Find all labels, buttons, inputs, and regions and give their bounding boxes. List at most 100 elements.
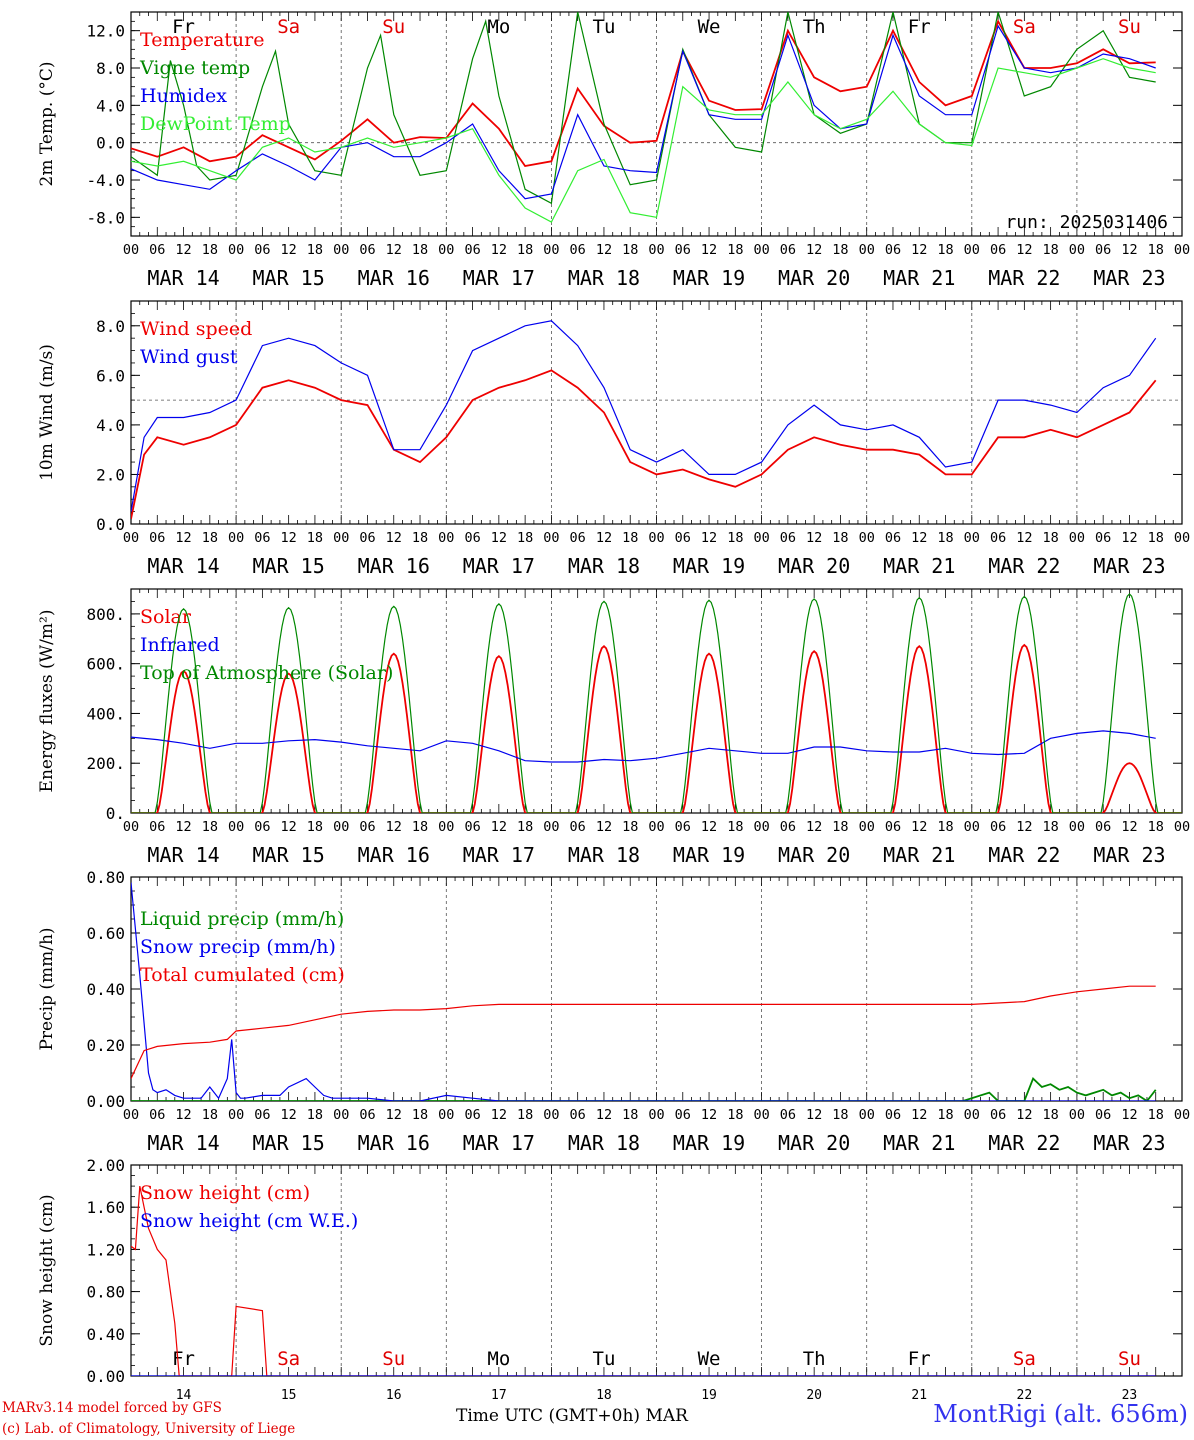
hour-tick-label: 18	[1148, 819, 1164, 835]
hour-tick-label: 06	[570, 242, 586, 258]
legend-entry: Temperature	[140, 29, 264, 51]
weekday-label: Tu	[593, 1348, 616, 1370]
date-label: MAR 17	[463, 266, 535, 290]
hour-tick-label: 00	[123, 530, 139, 546]
hour-tick-label: 06	[149, 242, 165, 258]
y-tick-label: 0.60	[86, 924, 125, 943]
hour-tick-label: 18	[622, 242, 638, 258]
y-tick-label: 0.00	[86, 1092, 125, 1111]
hour-tick-label: 12	[281, 242, 297, 258]
y-axis-label: 2m Temp. (°C)	[37, 61, 57, 186]
hour-tick-label: 18	[622, 819, 638, 835]
legend-entry: Snow precip (mm/h)	[140, 936, 336, 958]
hour-tick-label: 00	[228, 242, 244, 258]
weekday-label: Sa	[277, 16, 300, 38]
hour-tick-label: 00	[333, 819, 349, 835]
legend-entry: Wind gust	[140, 346, 238, 368]
series-line-temperature	[131, 19, 1156, 167]
date-number-label: 14	[176, 1388, 192, 1403]
y-tick-label: 800.	[86, 605, 125, 624]
hour-tick-label: 18	[412, 242, 428, 258]
hour-tick-label: 00	[859, 530, 875, 546]
hour-tick-label: 00	[1174, 1107, 1190, 1123]
hour-tick-label: 06	[464, 242, 480, 258]
hour-tick-label: 00	[859, 819, 875, 835]
hour-tick-label: 18	[307, 819, 323, 835]
hour-tick-label: 18	[832, 1107, 848, 1123]
date-label: MAR 16	[358, 843, 430, 867]
hour-tick-label: 00	[123, 1107, 139, 1123]
hour-tick-label: 18	[622, 1107, 638, 1123]
hour-tick-label: 06	[780, 530, 796, 546]
date-label: MAR 21	[883, 554, 955, 578]
hour-tick-label: 00	[123, 242, 139, 258]
hour-tick-label: 12	[281, 1107, 297, 1123]
hour-tick-label: 06	[149, 1107, 165, 1123]
hour-tick-label: 12	[1016, 242, 1032, 258]
date-label: MAR 15	[253, 1131, 325, 1155]
hour-tick-label: 18	[1042, 819, 1058, 835]
hour-tick-label: 12	[701, 530, 717, 546]
hour-tick-label: 12	[806, 242, 822, 258]
hour-tick-label: 00	[228, 1107, 244, 1123]
hour-tick-label: 00	[859, 242, 875, 258]
hour-tick-label: 12	[175, 530, 191, 546]
legend-entry: Humidex	[140, 85, 227, 107]
hour-tick-label: 12	[596, 530, 612, 546]
hour-tick-label: 12	[1121, 1107, 1137, 1123]
hour-tick-label: 06	[359, 242, 375, 258]
weekday-label: Su	[382, 1348, 405, 1370]
weekday-label: Mo	[487, 1348, 510, 1370]
date-label: MAR 20	[778, 554, 850, 578]
hour-tick-label: 00	[964, 1107, 980, 1123]
weekday-label: Su	[1118, 16, 1141, 38]
hour-tick-label: 12	[911, 242, 927, 258]
hour-tick-label: 18	[727, 1107, 743, 1123]
y-tick-label: 0.80	[86, 1283, 125, 1302]
series-line-dewpoint-temp	[131, 58, 1156, 223]
hour-tick-label: 18	[832, 530, 848, 546]
hour-tick-label: 12	[1121, 242, 1137, 258]
hour-tick-label: 12	[701, 819, 717, 835]
y-tick-label: 0.40	[86, 1325, 125, 1344]
hour-tick-label: 18	[307, 1107, 323, 1123]
date-number-label: 20	[806, 1388, 822, 1403]
hour-tick-label: 12	[386, 1107, 402, 1123]
date-label: MAR 16	[358, 1131, 430, 1155]
date-label: MAR 18	[568, 1131, 640, 1155]
hour-tick-label: 18	[832, 242, 848, 258]
series-line-solar	[131, 643, 1182, 813]
hour-tick-label: 06	[359, 530, 375, 546]
date-number-label: 16	[386, 1388, 402, 1403]
weekday-label: Fr	[172, 16, 195, 38]
date-label: MAR 15	[253, 843, 325, 867]
hour-tick-label: 12	[175, 819, 191, 835]
hour-tick-label: 06	[570, 819, 586, 835]
hour-tick-label: 18	[1148, 530, 1164, 546]
date-label: MAR 14	[147, 843, 219, 867]
hour-tick-label: 00	[964, 819, 980, 835]
date-label: MAR 20	[778, 843, 850, 867]
legend-entry: Wind speed	[140, 318, 252, 340]
hour-tick-label: 06	[254, 530, 270, 546]
hour-tick-label: 18	[1042, 242, 1058, 258]
y-tick-label: -4.0	[86, 171, 125, 190]
hour-tick-label: 18	[937, 819, 953, 835]
hour-tick-label: 06	[254, 819, 270, 835]
hour-tick-label: 18	[1042, 1107, 1058, 1123]
weekday-label: Fr	[908, 1348, 931, 1370]
y-tick-label: 600.	[86, 655, 125, 674]
date-label: MAR 15	[253, 554, 325, 578]
y-axis-label: Snow height (cm)	[37, 1194, 57, 1346]
hour-tick-label: 12	[596, 242, 612, 258]
hour-tick-label: 06	[359, 819, 375, 835]
hour-tick-label: 00	[438, 530, 454, 546]
hour-tick-label: 06	[675, 1107, 691, 1123]
hour-tick-label: 18	[517, 1107, 533, 1123]
y-tick-label: 2.00	[86, 1156, 125, 1175]
y-tick-label: 12.0	[86, 22, 125, 41]
hour-tick-label: 00	[543, 242, 559, 258]
series-line-vigne-temp	[131, 12, 1156, 205]
hour-tick-label: 06	[1095, 1107, 1111, 1123]
